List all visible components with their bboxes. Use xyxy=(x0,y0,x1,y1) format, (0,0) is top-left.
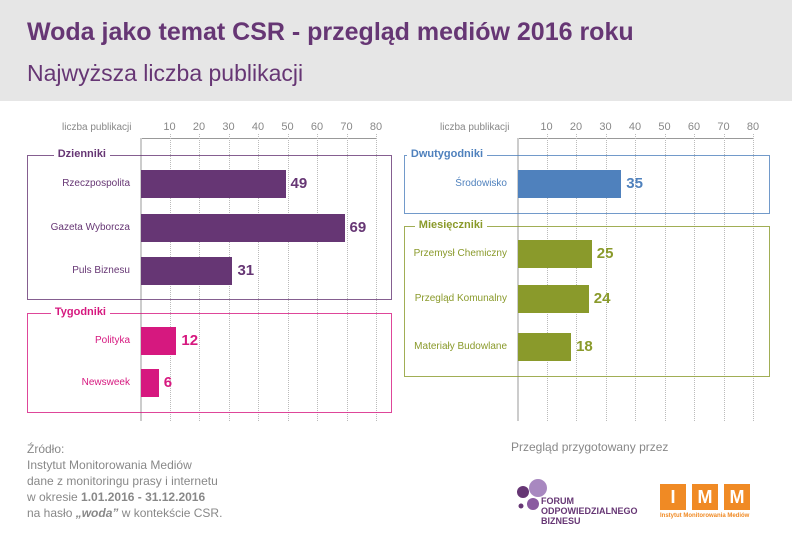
fob-logo-icon xyxy=(517,479,547,510)
tick-label: 70 xyxy=(717,121,730,133)
group-box xyxy=(404,226,770,377)
axis-label: liczba publikacji xyxy=(62,122,132,133)
gridline xyxy=(546,134,548,421)
tick-label: 30 xyxy=(599,121,612,133)
category-label: Polityka xyxy=(94,335,130,346)
axis-zero xyxy=(517,138,519,421)
bar xyxy=(141,257,233,285)
tick-label: 70 xyxy=(340,121,353,133)
tick-label: 10 xyxy=(163,121,176,133)
bar xyxy=(518,240,592,268)
data-label: 31 xyxy=(237,262,255,279)
category-label: Przemysł Chemiczny xyxy=(413,248,507,259)
data-label: 6 xyxy=(163,374,173,391)
group-box xyxy=(27,155,392,300)
category-label: Środowisko xyxy=(455,178,507,189)
gridline xyxy=(376,134,377,421)
tick-label: 40 xyxy=(251,121,265,133)
tick-label: 60 xyxy=(687,121,701,133)
gridline xyxy=(635,134,636,421)
group-label-tygodniki: Tygodniki xyxy=(50,306,110,318)
group-label-dzienniki: Dzienniki xyxy=(53,148,110,160)
data-label: 24 xyxy=(593,290,611,307)
tick-label: 50 xyxy=(281,121,294,133)
page-title: Woda jako temat CSR - przegląd mediów 20… xyxy=(27,18,634,46)
data-label: 35 xyxy=(626,175,643,192)
axis-label: liczba publikacji xyxy=(440,122,510,133)
imm-logo: I M M Instytut Monitorowania Mediów xyxy=(660,484,750,519)
group-label-dwutygodniki: Dwutygodniki xyxy=(406,148,487,160)
bar xyxy=(141,369,159,397)
header: Woda jako temat CSR - przegląd mediów 20… xyxy=(0,0,792,101)
data-label: 69 xyxy=(349,219,367,236)
category-label: Przegląd Komunalny xyxy=(414,293,507,304)
tick-label: 20 xyxy=(192,121,206,133)
gridline xyxy=(346,134,348,421)
category-label: Rzeczpospolita xyxy=(62,178,130,189)
gridline xyxy=(723,134,725,421)
tick-label: 60 xyxy=(310,121,324,133)
prepared-by: Przegląd przygotowany przez xyxy=(511,440,669,454)
bar xyxy=(141,327,177,355)
category-label: Puls Biznesu xyxy=(72,265,130,276)
data-label: 25 xyxy=(596,245,614,262)
tick-label: 20 xyxy=(569,121,583,133)
source-keyword: na hasło „woda” w kontekście CSR. xyxy=(27,506,223,520)
source-label: Źródło: xyxy=(27,442,65,456)
tick-label: 80 xyxy=(746,121,760,133)
source-line: Instytut Monitorowania Mediów xyxy=(27,458,192,472)
source-line: dane z monitoringu prasy i internetu xyxy=(27,474,218,488)
tick-label: 40 xyxy=(628,121,642,133)
bar xyxy=(518,170,622,198)
gridline xyxy=(605,134,607,421)
data-label: 18 xyxy=(576,338,593,355)
bar xyxy=(141,170,286,198)
source-period: w okresie 1.01.2016 - 31.12.2016 xyxy=(27,490,206,504)
fob-logo: FORUM ODPOWIEDZIALNEGO BIZNESU xyxy=(512,478,642,526)
tick-label: 50 xyxy=(658,121,671,133)
gridline xyxy=(258,134,259,421)
page-subtitle: Najwyższa liczba publikacji xyxy=(27,60,304,86)
category-label: Gazeta Wyborcza xyxy=(50,222,130,233)
gridline xyxy=(694,134,695,421)
gridline xyxy=(753,134,754,421)
gridline xyxy=(664,134,666,421)
bar xyxy=(518,333,572,361)
group-label-miesięczniki: Miesięczniki xyxy=(414,219,487,231)
tick-label: 80 xyxy=(369,121,383,133)
category-label: Newsweek xyxy=(81,377,130,388)
group-box xyxy=(404,155,770,214)
bar xyxy=(518,285,589,313)
gridline xyxy=(317,134,318,421)
gridline xyxy=(576,134,577,421)
data-label: 49 xyxy=(290,175,308,192)
tick-label: 30 xyxy=(222,121,235,133)
data-label: 12 xyxy=(181,332,199,349)
source-note: Źródło: Instytut Monitorowania Mediów da… xyxy=(27,441,222,521)
gridline xyxy=(287,134,289,421)
tick-label: 10 xyxy=(540,121,553,133)
category-label: Materiały Budowlane xyxy=(414,341,507,352)
bar xyxy=(141,214,345,242)
group-box xyxy=(27,313,392,413)
